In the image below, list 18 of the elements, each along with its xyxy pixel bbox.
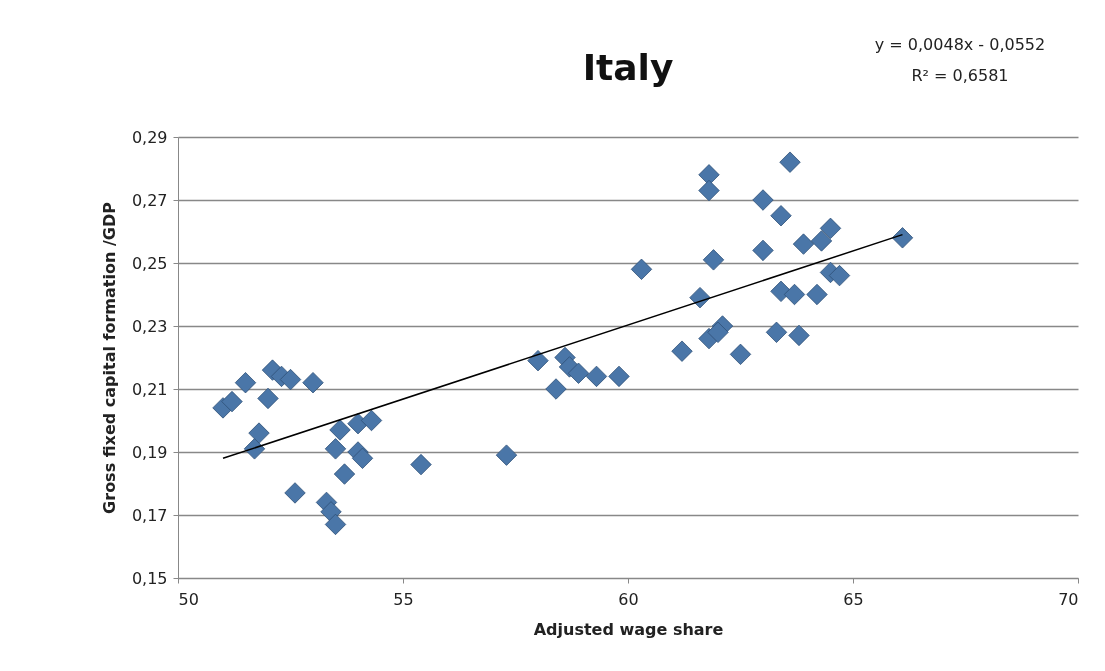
y-tick-label: 0,29 (131, 127, 168, 147)
y-tick-label: 0,25 (131, 253, 168, 273)
x-tick-label: 60 (618, 589, 639, 609)
y-tick-label: 0,17 (131, 505, 168, 525)
y-axis-title: Gross fixed capital formation /GDP (99, 201, 119, 514)
y-tick-label: 0,19 (131, 442, 168, 462)
x-tick-label: 65 (843, 589, 864, 609)
x-tick-label: 55 (393, 589, 414, 609)
y-tick-label: 0,23 (131, 316, 168, 336)
y-tick-label: 0,27 (131, 190, 168, 210)
x-tick-label: 50 (178, 589, 199, 609)
text: y = 0,0048x - 0,0552 (874, 35, 1046, 54)
x-tick-label: 70 (1058, 589, 1079, 609)
chart-title: Italy (582, 47, 674, 88)
y-tick-label: 0,21 (131, 379, 168, 399)
x-axis-title: Adjusted wage share (533, 619, 724, 639)
y-tick-label: 0,15 (131, 568, 168, 588)
text: R² = 0,6581 (911, 66, 1009, 85)
